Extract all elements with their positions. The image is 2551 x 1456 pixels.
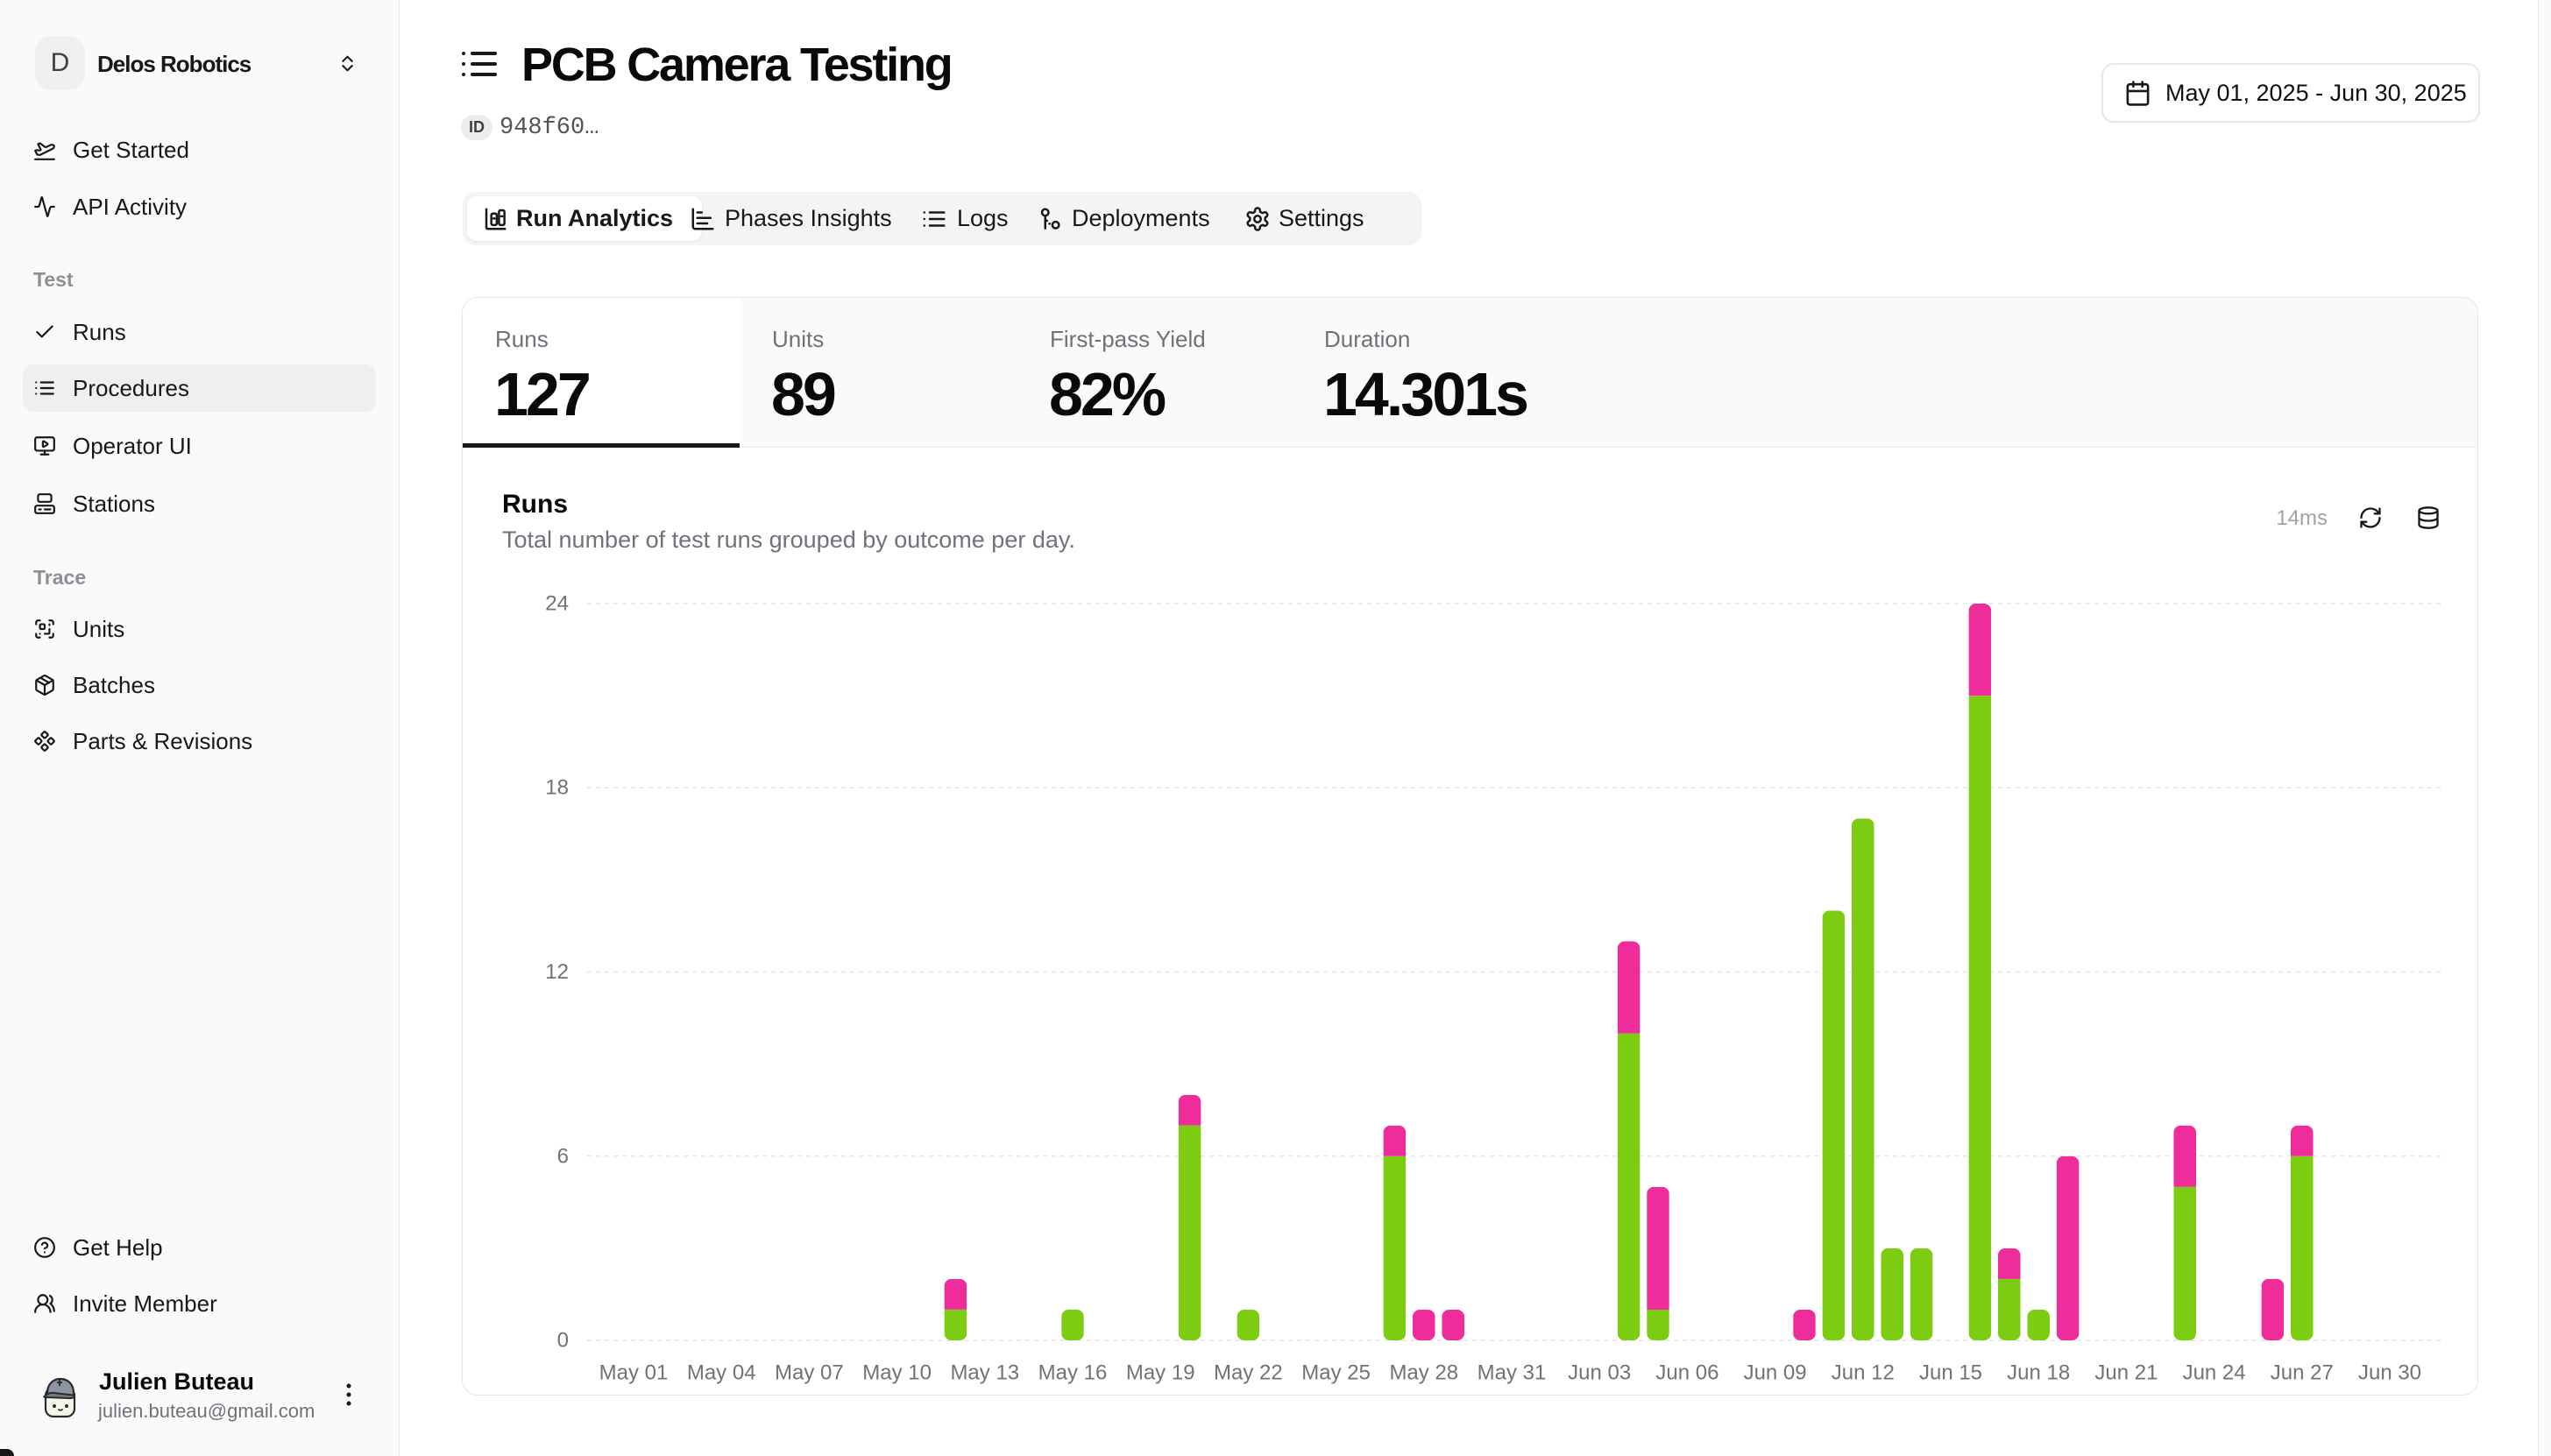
svg-text:Jun 24: Jun 24 bbox=[2183, 1361, 2246, 1385]
svg-text:18: 18 bbox=[545, 776, 569, 800]
svg-text:May 04: May 04 bbox=[687, 1361, 756, 1385]
svg-text:12: 12 bbox=[545, 960, 569, 984]
svg-text:Jun 15: Jun 15 bbox=[1919, 1361, 1982, 1385]
svg-text:May 28: May 28 bbox=[1389, 1361, 1458, 1385]
svg-text:Jun 06: Jun 06 bbox=[1655, 1361, 1718, 1385]
svg-text:Jun 18: Jun 18 bbox=[2007, 1361, 2070, 1385]
svg-text:Jun 09: Jun 09 bbox=[1744, 1361, 1807, 1385]
svg-text:Jun 30: Jun 30 bbox=[2358, 1361, 2421, 1385]
svg-text:0: 0 bbox=[557, 1329, 569, 1353]
svg-text:Jun 21: Jun 21 bbox=[2094, 1361, 2158, 1385]
svg-text:May 16: May 16 bbox=[1038, 1361, 1108, 1385]
svg-text:Jun 03: Jun 03 bbox=[1568, 1361, 1631, 1385]
svg-text:May 07: May 07 bbox=[775, 1361, 844, 1385]
svg-text:May 01: May 01 bbox=[599, 1361, 669, 1385]
svg-text:May 22: May 22 bbox=[1214, 1361, 1283, 1385]
svg-text:May 19: May 19 bbox=[1126, 1361, 1195, 1385]
svg-text:6: 6 bbox=[557, 1144, 569, 1168]
svg-text:24: 24 bbox=[545, 592, 569, 616]
svg-text:May 25: May 25 bbox=[1301, 1361, 1371, 1385]
svg-text:May 13: May 13 bbox=[950, 1361, 1019, 1385]
svg-text:May 10: May 10 bbox=[862, 1361, 932, 1385]
svg-text:Jun 12: Jun 12 bbox=[1832, 1361, 1895, 1385]
svg-text:Jun 27: Jun 27 bbox=[2271, 1361, 2334, 1385]
svg-text:May 31: May 31 bbox=[1477, 1361, 1547, 1385]
